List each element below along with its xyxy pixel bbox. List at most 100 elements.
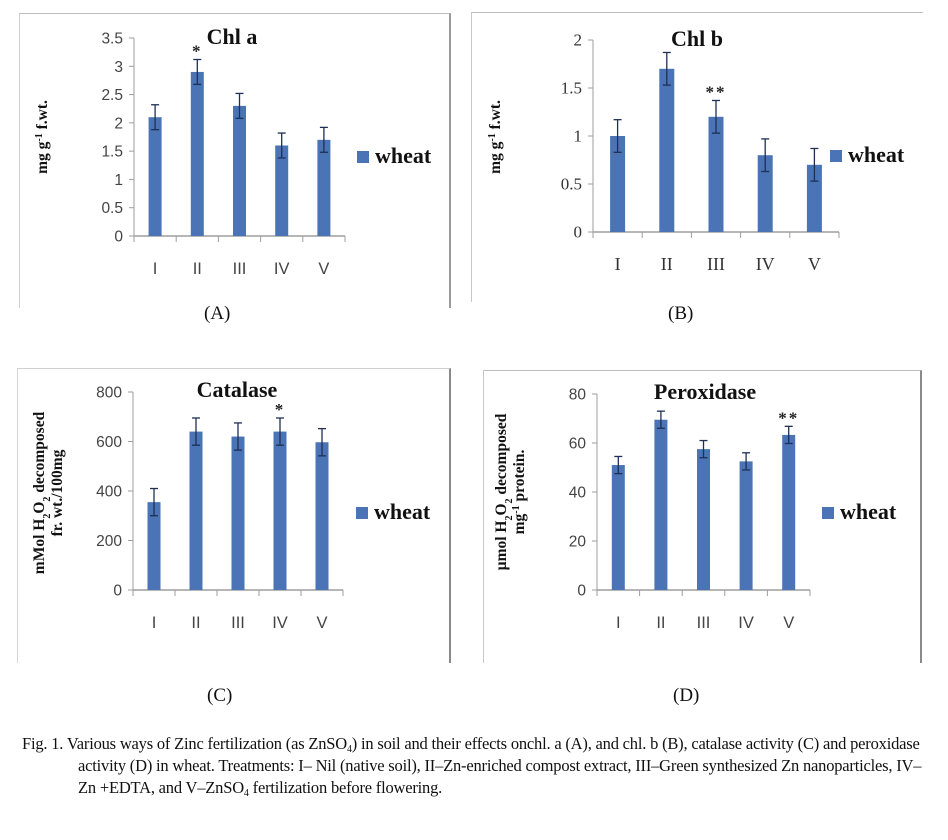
- chart-2-x-tick-label: IV: [272, 614, 288, 632]
- chart-3-y-tick-label: 40: [569, 485, 587, 502]
- chart-frame-peroxidase: [483, 370, 922, 663]
- chart-3-significance-label: **: [778, 408, 799, 427]
- chart-1-y-tick-label: 2: [574, 31, 583, 50]
- chart-2-y-tick-label: 200: [96, 533, 122, 550]
- chart-frame-chl-a: [19, 13, 451, 308]
- chart-3-legend-swatch: [822, 507, 834, 519]
- chart-2-bar: [189, 431, 203, 590]
- chart-2-y-tick-label: 0: [113, 583, 122, 600]
- chart-3-legend-label: wheat: [840, 499, 897, 524]
- chart-2-x-tick-label: II: [191, 614, 200, 632]
- figure-caption: Fig. 1. Various ways of Zinc fertilizati…: [22, 733, 932, 799]
- chart-2-bar: [273, 431, 287, 590]
- chart-0-title: Chl a: [207, 24, 258, 49]
- chart-1-x-tick-label: V: [808, 254, 821, 274]
- chart-0-y-tick-label: 1.5: [101, 144, 123, 161]
- chart-3-bar: [739, 461, 753, 590]
- chart-0-bar: [190, 71, 204, 236]
- chart-3-y-tick-label: 80: [569, 387, 587, 404]
- chart-1-y-axis-label: mg g-1 f.wt.: [487, 100, 505, 174]
- chart-2-bar: [147, 502, 161, 590]
- chart-1-bar: [757, 155, 773, 232]
- chart-2-y-tick-label: 400: [96, 484, 122, 501]
- chart-3-bar: [654, 419, 668, 590]
- chart-2-bar: [231, 436, 245, 590]
- caption-sub-2: 4: [243, 788, 249, 799]
- chart-1-x-tick-label: III: [707, 254, 725, 274]
- caption-sub-1: 4: [346, 744, 352, 755]
- chart-0-bar: [317, 139, 331, 236]
- chart-2-x-tick-label: V: [316, 614, 327, 632]
- chart-3-x-tick-label: I: [616, 614, 621, 632]
- chart-1-significance-label: **: [706, 82, 727, 101]
- chart-3-bar: [782, 434, 796, 590]
- chart-3-bar: [611, 465, 625, 590]
- caption-text-3: fertilization before flowering.: [248, 778, 443, 797]
- chart-1-y-tick-label: 1: [574, 127, 583, 146]
- chart-1-y-tick-label: 0.5: [561, 175, 582, 194]
- chart-0-x-tick-label: II: [193, 260, 202, 278]
- chart-0-y-tick-label: 3: [114, 59, 123, 76]
- chart-0-x-tick-label: III: [233, 260, 247, 278]
- chart-0-y-tick-label: 0.5: [101, 200, 123, 217]
- panel-label-c: (C): [207, 685, 233, 706]
- chart-frame-chl-b: [471, 12, 923, 302]
- chart-0-y-tick-label: 3.5: [101, 31, 123, 48]
- caption-prefix: Fig. 1.: [22, 734, 64, 753]
- chart-0-x-tick-label: I: [153, 260, 158, 278]
- chart-2-x-tick-label: I: [152, 614, 157, 632]
- chart-0-y-tick-label: 2: [114, 115, 123, 132]
- chart-3-y-axis-label: µmol H2O2 decomposed: [493, 413, 515, 570]
- chart-2-title: Catalase: [197, 377, 278, 402]
- panel-label-d: (D): [673, 685, 700, 706]
- chart-2-y-tick-label: 600: [96, 434, 122, 451]
- chart-2-y-axis-label: fr. wt./100mg: [49, 449, 66, 536]
- chart-0-y-tick-label: 1: [114, 172, 123, 189]
- chart-0-bar: [275, 145, 289, 236]
- chart-0-bar: [148, 117, 162, 236]
- chart-2-legend-label: wheat: [374, 499, 431, 524]
- chart-1-legend-swatch: [830, 150, 842, 162]
- chart-1-y-tick-label: 0: [574, 223, 583, 242]
- panel-label-b: (B): [668, 303, 694, 324]
- chart-0-y-tick-label: 2.5: [101, 87, 123, 104]
- chart-3-title: Peroxidase: [654, 379, 756, 404]
- chart-1-bar: [659, 68, 675, 232]
- chart-3-y-tick-label: 20: [569, 534, 587, 551]
- chart-3-y-tick-label: 60: [569, 436, 587, 453]
- chart-2-x-tick-label: III: [231, 614, 245, 632]
- caption-text-1: Various ways of Zinc fertilization (as Z…: [66, 734, 347, 753]
- chart-1-x-tick-label: IV: [756, 254, 775, 274]
- chart-3-x-tick-label: II: [656, 614, 665, 632]
- chart-0-significance-label: *: [192, 41, 203, 60]
- chart-1-y-tick-label: 1.5: [561, 79, 582, 98]
- chart-1-bar: [708, 116, 724, 232]
- chart-3-x-tick-label: III: [697, 614, 711, 632]
- chart-2-significance-label: *: [275, 400, 286, 419]
- chart-0-x-tick-label: IV: [274, 260, 290, 278]
- chart-3-x-tick-label: V: [783, 614, 794, 632]
- chart-1-x-tick-label: II: [661, 254, 673, 274]
- chart-0-bar: [233, 105, 246, 236]
- panel-label-a: (A): [204, 303, 231, 324]
- chart-3-x-tick-label: IV: [738, 614, 754, 632]
- chart-2-bar: [315, 442, 329, 590]
- chart-1-title: Chl b: [671, 26, 723, 51]
- chart-1-bar: [610, 136, 626, 232]
- chart-2-y-axis-label: mMol H2O2 decomposed: [31, 411, 53, 574]
- chart-frame-catalase: [17, 368, 451, 663]
- chart-3-y-tick-label: 0: [577, 583, 586, 600]
- chart-1-x-tick-label: I: [615, 254, 621, 274]
- chart-0-y-tick-label: 0: [114, 229, 123, 246]
- caption-text-2: ) in soil and their effects onchl. a (A)…: [78, 734, 922, 797]
- chart-2-legend-swatch: [356, 507, 368, 519]
- chart-3-y-axis-label: mg-1 protein.: [511, 450, 529, 535]
- chart-1-legend-label: wheat: [848, 142, 905, 167]
- chart-3-bar: [697, 449, 710, 590]
- chart-0-legend-label: wheat: [375, 143, 432, 168]
- chart-0-y-axis-label: mg g-1 f.wt.: [34, 100, 52, 174]
- chart-0-x-tick-label: V: [318, 260, 329, 278]
- chart-0-legend-swatch: [357, 151, 369, 163]
- chart-2-y-tick-label: 800: [96, 385, 122, 402]
